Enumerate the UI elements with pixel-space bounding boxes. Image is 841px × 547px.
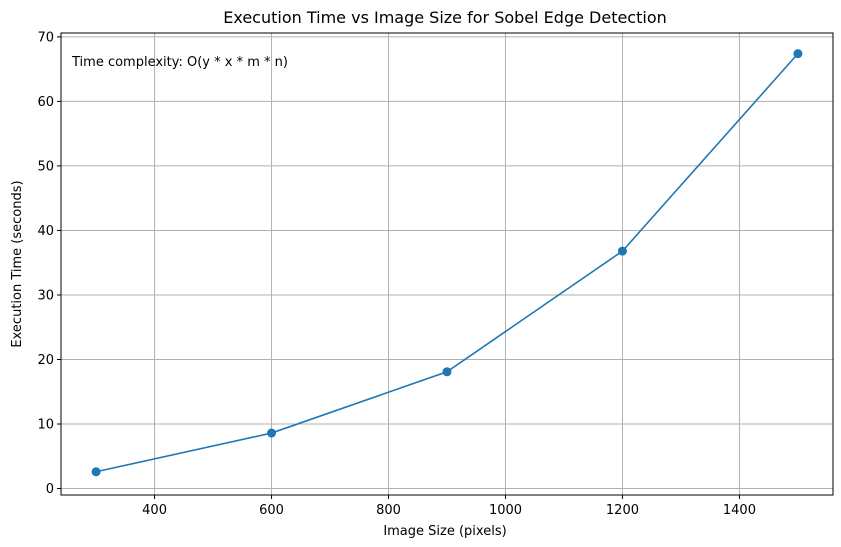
data-series <box>91 49 803 477</box>
y-tick-label: 60 <box>37 95 54 110</box>
x-tick-label: 1000 <box>489 503 522 518</box>
data-point <box>91 467 101 477</box>
y-tick-label: 30 <box>37 288 54 303</box>
y-axis-ticks: 0 10 20 30 40 50 60 70 <box>37 30 61 497</box>
y-tick-label: 0 <box>46 482 54 497</box>
x-tick-label: 800 <box>376 503 401 518</box>
x-axis-label: Image Size (pixels) <box>383 524 506 539</box>
data-point <box>267 428 277 438</box>
x-tick-label: 1200 <box>606 503 639 518</box>
x-axis-ticks: 400 600 800 1000 1200 1400 <box>142 495 756 518</box>
series-line <box>95 53 799 473</box>
data-point <box>793 49 803 59</box>
grid-lines <box>61 33 833 495</box>
chart-title: Execution Time vs Image Size for Sobel E… <box>223 8 667 27</box>
y-tick-label: 40 <box>37 224 54 239</box>
complexity-annotation: Time complexity: O(y * x * m * n) <box>71 55 288 70</box>
y-axis-label: Execution Time (seconds) <box>10 180 25 347</box>
plot-frame <box>60 32 834 496</box>
data-point <box>442 367 452 377</box>
x-tick-label: 400 <box>142 503 167 518</box>
y-tick-label: 10 <box>37 418 54 433</box>
data-point <box>617 246 627 256</box>
x-tick-label: 600 <box>259 503 284 518</box>
y-tick-label: 50 <box>37 159 54 174</box>
x-tick-label: 1400 <box>723 503 756 518</box>
y-tick-label: 20 <box>37 353 54 368</box>
y-tick-label: 70 <box>37 30 54 45</box>
